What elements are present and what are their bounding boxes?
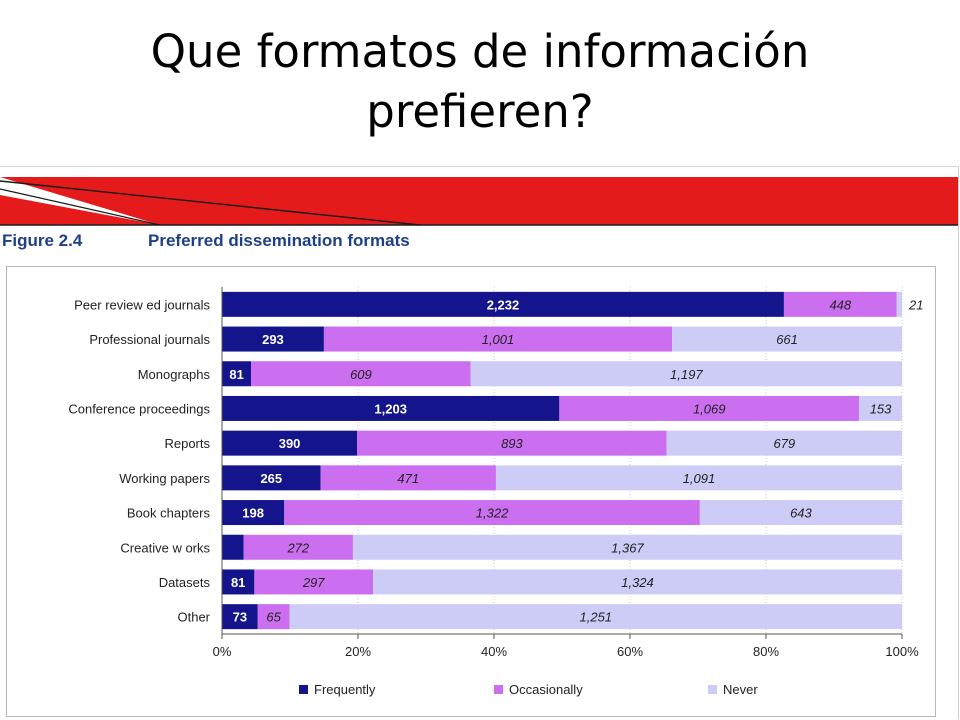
data-label-frequently-monographs: 81 xyxy=(229,367,243,382)
bar-never-monographs xyxy=(470,361,902,387)
data-label-occasionally-reports: 893 xyxy=(501,436,523,451)
x-tick-label-5: 100% xyxy=(885,644,919,659)
swoosh-edge-top xyxy=(0,180,421,226)
data-label-frequently-peer-review-ed-journals: 2,232 xyxy=(487,297,520,312)
legend-swatch-never xyxy=(708,685,717,694)
bar-never-other xyxy=(289,604,902,630)
data-label-frequently-conference-proceedings: 1,203 xyxy=(374,401,407,416)
data-label-never-peer-review-ed-journals: 21 xyxy=(908,297,923,312)
red-banner-bar xyxy=(0,177,958,225)
slide-title-line-2: prefieren? xyxy=(366,85,594,138)
bar-occasionally-working-papers xyxy=(320,465,496,491)
bar-frequently-monographs xyxy=(222,361,252,387)
bar-never-conference-proceedings xyxy=(859,395,902,421)
stacked-bar-chart: Peer review ed journals 2,232 448 21 Profess… xyxy=(68,287,923,697)
data-label-frequently-book-chapters: 198 xyxy=(242,506,264,521)
category-label-working-papers: Working papers xyxy=(119,471,210,486)
category-label-other: Other xyxy=(177,610,210,625)
swoosh-edge-bottom xyxy=(0,188,161,226)
slide-title: Que formatos de información prefieren? xyxy=(0,22,960,142)
bar-occasionally-conference-proceedings xyxy=(559,395,860,421)
bar-frequently-reports xyxy=(222,430,358,456)
data-label-never-professional-journals: 661 xyxy=(776,332,798,347)
figure-number: Figure 2.4 xyxy=(2,231,83,250)
bar-frequently-datasets xyxy=(222,569,255,595)
data-label-frequently-professional-journals: 293 xyxy=(262,332,284,347)
x-tick-label-0: 0% xyxy=(213,644,232,659)
x-tick-label-1: 20% xyxy=(345,644,371,659)
legend-swatch-frequently xyxy=(299,685,308,694)
bar-never-professional-journals xyxy=(672,326,902,352)
x-tick-label-4: 80% xyxy=(753,644,779,659)
bar-frequently-working-papers xyxy=(222,465,321,491)
data-label-occasionally-working-papers: 471 xyxy=(397,471,419,486)
data-label-never-working-papers: 1,091 xyxy=(683,471,716,486)
bar-never-working-papers xyxy=(495,465,902,491)
bar-frequently-other xyxy=(222,604,258,630)
bar-occasionally-reports xyxy=(357,430,667,456)
slide-title-line-1: Que formatos de información xyxy=(150,25,810,78)
bar-occasionally-professional-journals xyxy=(323,326,673,352)
bar-never-creative-w-orks xyxy=(352,534,902,560)
legend-label-never: Never xyxy=(723,682,758,697)
data-label-never-other: 1,251 xyxy=(580,610,613,625)
category-label-creative-w-orks: Creative w orks xyxy=(120,540,210,555)
category-label-peer-review-ed-journals: Peer review ed journals xyxy=(74,297,210,312)
data-label-occasionally-peer-review-ed-journals: 448 xyxy=(829,297,851,312)
data-label-frequently-reports: 390 xyxy=(279,436,301,451)
bar-occasionally-datasets xyxy=(254,569,374,595)
red-banner xyxy=(0,177,958,226)
x-tick-label-3: 60% xyxy=(617,644,643,659)
data-label-occasionally-conference-proceedings: 1,069 xyxy=(693,401,726,416)
data-label-never-creative-w-orks: 1,367 xyxy=(611,540,644,555)
data-label-never-monographs: 1,197 xyxy=(670,367,703,382)
chart-panel: Peer review ed journals 2,232 448 21 Profess… xyxy=(6,266,936,717)
bar-occasionally-creative-w-orks xyxy=(243,534,353,560)
data-label-occasionally-datasets: 297 xyxy=(302,575,325,590)
data-label-never-conference-proceedings: 153 xyxy=(870,401,892,416)
data-label-occasionally-book-chapters: 1,322 xyxy=(476,506,509,521)
bar-frequently-creative-w-orks xyxy=(222,534,244,560)
figure-image: Figure 2.4 Preferred dissemination forma… xyxy=(0,166,959,719)
data-label-frequently-datasets: 81 xyxy=(231,575,245,590)
bar-frequently-peer-review-ed-journals xyxy=(222,291,784,317)
bar-never-book-chapters xyxy=(699,500,902,526)
data-label-never-datasets: 1,324 xyxy=(621,575,654,590)
category-label-monographs: Monographs xyxy=(138,367,211,382)
data-label-never-book-chapters: 643 xyxy=(790,506,812,521)
bar-occasionally-book-chapters xyxy=(284,500,700,526)
data-label-occasionally-monographs: 609 xyxy=(350,367,372,382)
x-tick-label-2: 40% xyxy=(481,644,507,659)
category-label-conference-proceedings: Conference proceedings xyxy=(68,401,210,416)
bar-occasionally-monographs xyxy=(251,361,471,387)
white-swoosh xyxy=(0,177,160,225)
bar-never-datasets xyxy=(373,569,902,595)
data-label-occasionally-other: 65 xyxy=(266,610,281,625)
data-label-occasionally-professional-journals: 1,001 xyxy=(482,332,515,347)
legend-label-frequently: Frequently xyxy=(314,682,376,697)
data-label-occasionally-creative-w-orks: 272 xyxy=(286,540,309,555)
bar-never-peer-review-ed-journals xyxy=(896,291,902,317)
bar-frequently-professional-journals xyxy=(222,326,324,352)
bar-frequently-conference-proceedings xyxy=(222,395,560,421)
bar-occasionally-peer-review-ed-journals xyxy=(783,291,897,317)
data-label-frequently-other: 73 xyxy=(233,610,247,625)
bar-never-reports xyxy=(666,430,902,456)
bar-occasionally-other xyxy=(257,604,290,630)
category-label-datasets: Datasets xyxy=(159,575,211,590)
bar-frequently-book-chapters xyxy=(222,500,285,526)
figure-title: Preferred dissemination formats xyxy=(148,231,410,250)
category-label-book-chapters: Book chapters xyxy=(127,506,211,521)
legend-label-occasionally: Occasionally xyxy=(509,682,583,697)
category-label-reports: Reports xyxy=(164,436,210,451)
legend-swatch-occasionally xyxy=(494,685,503,694)
data-label-never-reports: 679 xyxy=(773,436,795,451)
category-label-professional-journals: Professional journals xyxy=(89,332,210,347)
data-label-frequently-working-papers: 265 xyxy=(260,471,282,486)
